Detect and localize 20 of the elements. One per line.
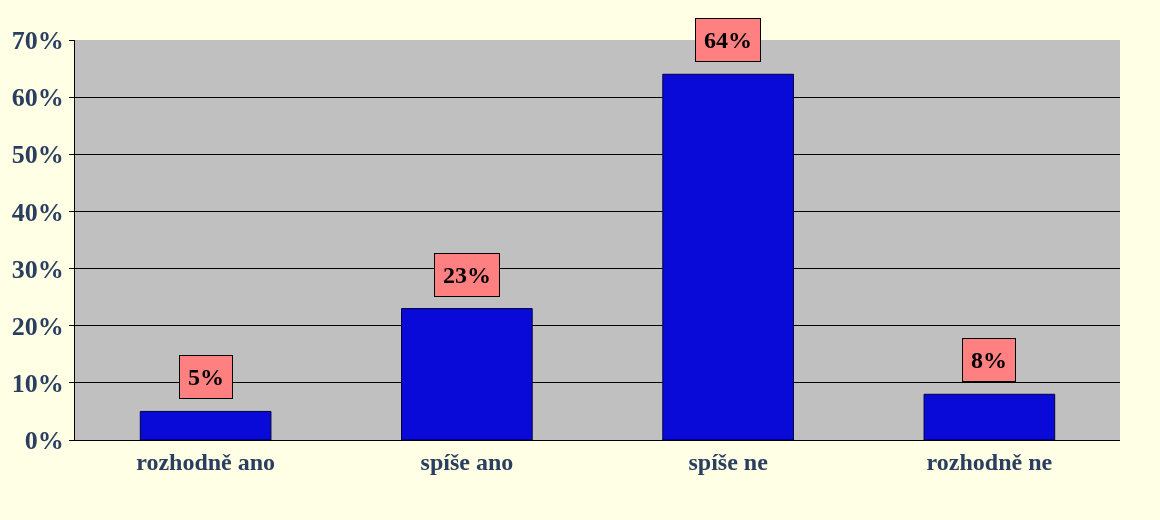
bar — [662, 73, 794, 440]
x-tick-label: rozhodně ano — [136, 448, 276, 475]
y-tick-label: 70% — [11, 26, 64, 56]
y-tick-label: 0% — [24, 426, 64, 456]
x-tick-label: spíše ano — [420, 448, 514, 475]
data-label: 23% — [443, 262, 491, 288]
y-tick-label: 20% — [11, 311, 64, 341]
x-tick-label: rozhodně ne — [926, 448, 1053, 475]
y-tick-label: 30% — [11, 254, 64, 284]
y-tick-label: 50% — [11, 140, 64, 170]
bar — [139, 410, 272, 440]
data-label: 64% — [704, 27, 752, 53]
bar — [401, 308, 533, 440]
y-tick-label: 10% — [11, 368, 64, 398]
bar — [923, 393, 1056, 440]
data-label: 8% — [971, 347, 1007, 373]
x-tick-label: spíše ne — [688, 448, 769, 475]
data-label: 5% — [188, 364, 224, 390]
y-tick-label: 40% — [11, 197, 64, 227]
y-tick-label: 60% — [11, 83, 64, 113]
